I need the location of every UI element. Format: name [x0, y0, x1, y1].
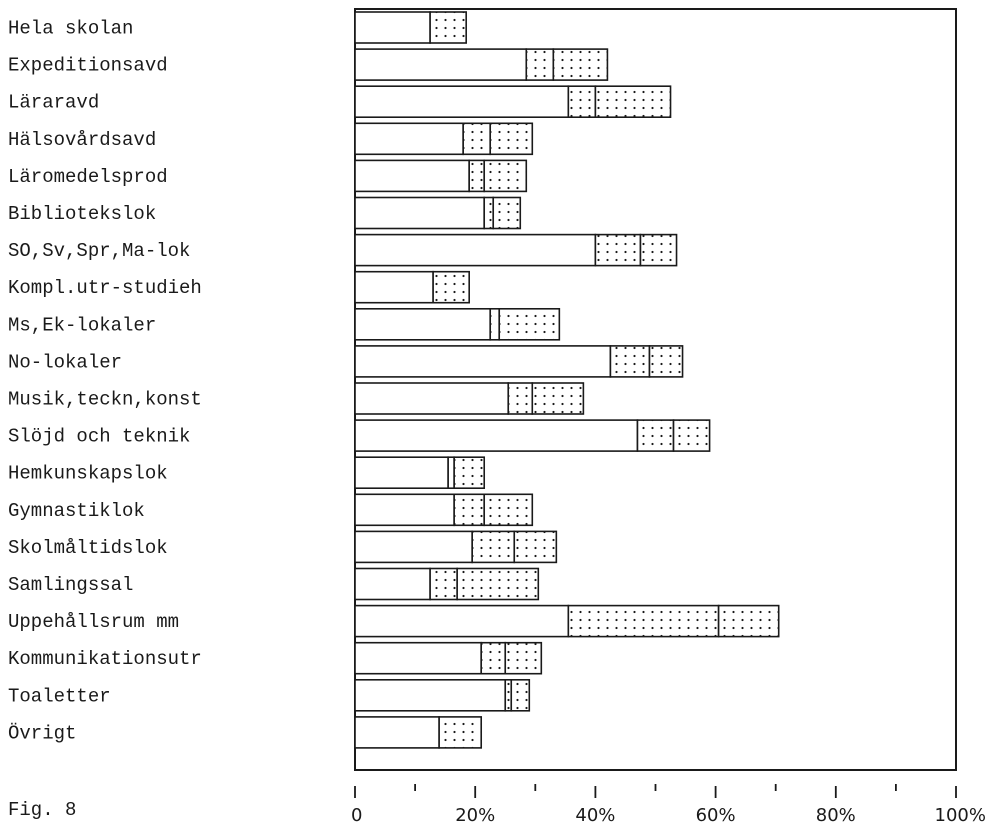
category-label: Samlingssal	[8, 574, 133, 596]
bar-segment-2	[480, 641, 507, 675]
x-tick-label: 60%	[696, 805, 736, 826]
bar-segment-2	[429, 567, 458, 601]
bar-segment-3	[456, 567, 540, 601]
bar-segment-2	[489, 307, 501, 341]
category-label: Läraravd	[8, 92, 99, 114]
bar-segment-1	[354, 196, 486, 230]
bar-segment-1	[354, 530, 473, 564]
bar-segment-2	[525, 48, 555, 81]
bar-segment-2	[483, 196, 495, 230]
bar-segment-3	[648, 345, 684, 378]
category-label: SO,Sv,Spr,Ma-lok	[8, 240, 190, 262]
category-label: Hela skolan	[8, 18, 133, 40]
bar-segment-1	[354, 604, 570, 638]
bar-segment-1	[354, 567, 431, 601]
bar-segment-3	[453, 456, 486, 490]
bar-segment-1	[354, 85, 570, 118]
category-label: Expeditionsavd	[8, 55, 168, 77]
bar-segment-2	[504, 678, 513, 712]
bar-segment-3	[531, 382, 585, 415]
bar-segment-1	[354, 493, 455, 527]
category-label: Övrigt	[8, 722, 76, 744]
category-label: Ms,Ek-lokaler	[8, 314, 156, 336]
bar-segment-3	[483, 159, 528, 193]
bar-segment-3	[492, 196, 522, 230]
x-tick-label: 100%	[935, 805, 986, 826]
bar-segment-1	[354, 678, 507, 712]
x-tick-label: 0	[351, 805, 362, 826]
category-label: Bibliotekslok	[8, 203, 156, 225]
bar-segment-3	[498, 307, 561, 341]
bar-segment-1	[354, 48, 528, 81]
bar-segment-2	[453, 493, 486, 527]
bar-segment-3	[672, 419, 711, 452]
bar-segment-2	[468, 159, 486, 193]
bar-segment-3	[429, 11, 467, 44]
x-tick-label: 20%	[455, 805, 495, 826]
category-label: Hälsovårdsavd	[8, 129, 156, 151]
category-label: Musik,teckn,konst	[8, 389, 202, 411]
bar-segment-1	[354, 233, 597, 267]
bar-segment-1	[354, 641, 483, 675]
category-label: Hemkunskapslok	[8, 463, 168, 485]
bar-segment-2	[636, 419, 675, 452]
x-tick-label: 80%	[816, 805, 856, 826]
bar-segment-2	[462, 122, 492, 156]
bar-segment-3	[504, 641, 543, 675]
bar-segment-2	[447, 456, 455, 490]
bar-segment-3	[717, 604, 780, 638]
category-label: Slöjd och teknik	[8, 426, 190, 448]
figure-label: Fig. 8	[8, 799, 77, 821]
bar-segment-1	[354, 456, 449, 490]
category-label: Kompl.utr-studieh	[8, 277, 202, 299]
bar-segment-2	[594, 233, 642, 267]
bar-segment-3	[483, 493, 534, 527]
bar-segment-3	[639, 233, 678, 267]
category-label: Toaletter	[8, 685, 111, 707]
bar-segment-3	[552, 48, 609, 81]
category-label: Gymnastiklok	[8, 500, 145, 522]
bar-segment-3	[438, 716, 483, 749]
bar-segment-1	[354, 159, 470, 193]
bar-segment-1	[354, 716, 440, 749]
bar-segment-3	[432, 270, 470, 304]
bar-segment-1	[354, 419, 639, 452]
bar-segment-3	[594, 85, 672, 118]
category-label: Uppehållsrum mm	[8, 611, 179, 633]
bar-segment-2	[567, 604, 720, 638]
bar-segment-2	[507, 382, 534, 415]
category-label: Läromedelsprod	[8, 166, 168, 188]
bar-segment-3	[510, 678, 531, 712]
bar-segment-1	[354, 307, 492, 341]
bar-segment-3	[513, 530, 558, 564]
bar-segment-2	[609, 345, 651, 378]
category-label: Skolmåltidslok	[8, 537, 168, 559]
bar-segment-3	[489, 122, 534, 156]
bar-segment-1	[354, 382, 510, 415]
category-label: Kommunikationsutr	[8, 648, 202, 670]
x-tick-label: 40%	[575, 805, 615, 826]
category-label: No-lokaler	[8, 351, 122, 373]
bar-segment-1	[354, 345, 612, 378]
bar-segment-1	[354, 122, 464, 156]
bar-segment-1	[354, 11, 431, 44]
bar-segment-2	[567, 85, 597, 118]
bar-segment-1	[354, 270, 434, 304]
bar-segment-2	[471, 530, 516, 564]
